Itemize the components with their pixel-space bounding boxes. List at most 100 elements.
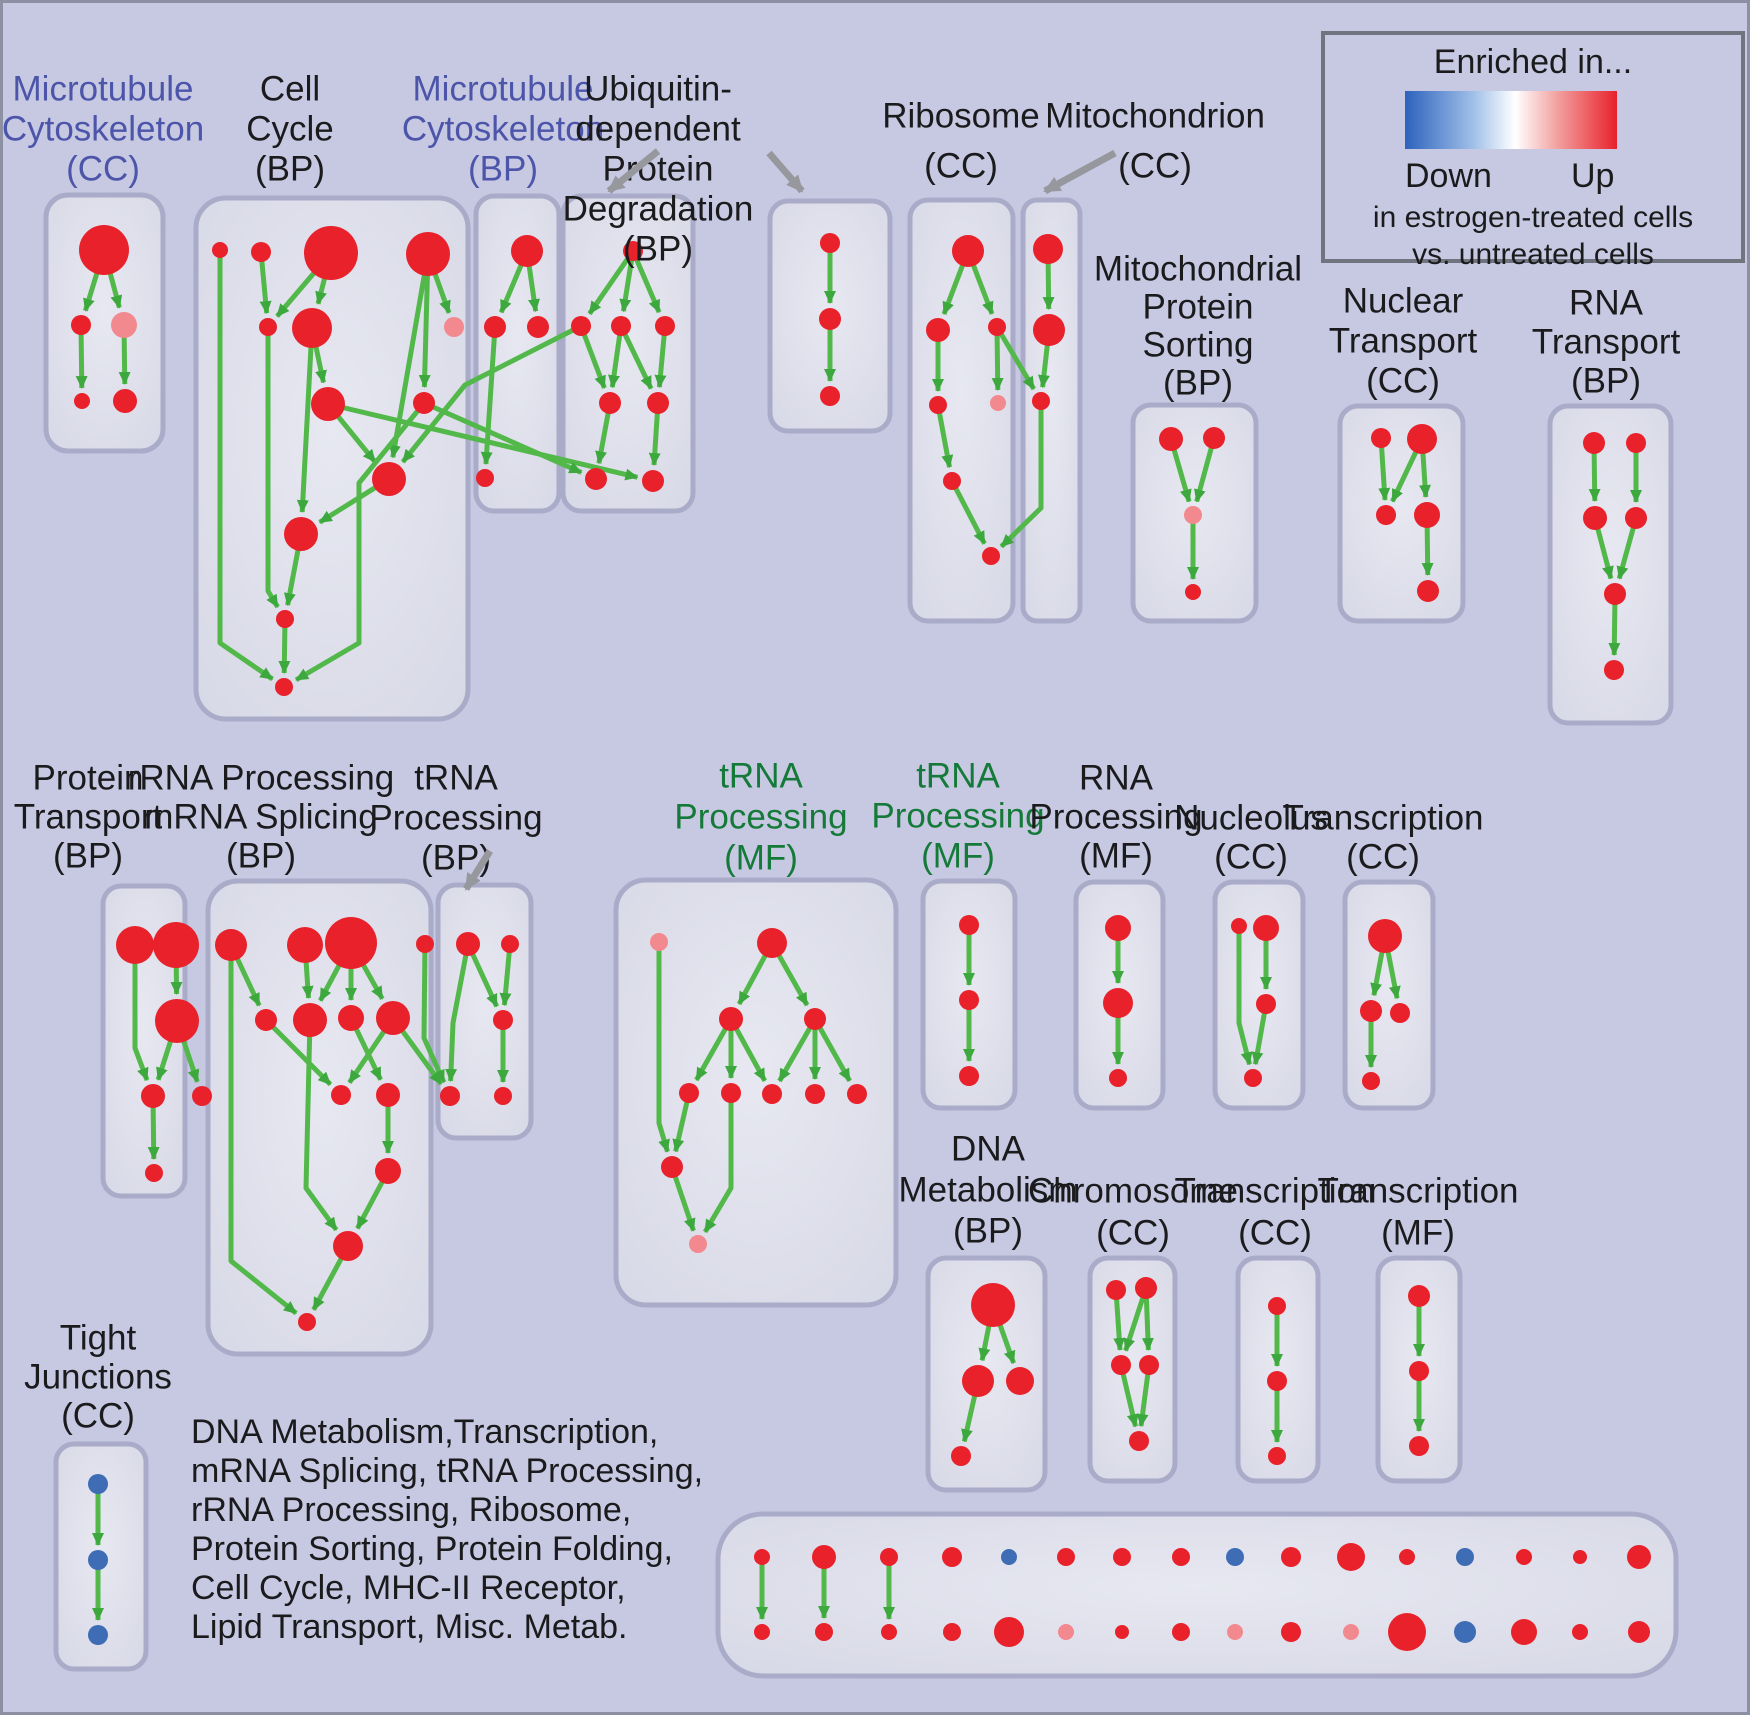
go-term-node-up bbox=[943, 1623, 961, 1641]
cluster-label-ubiquitin-1: (BP) bbox=[623, 229, 693, 268]
edge-arrow bbox=[265, 327, 280, 609]
go-term-node-up bbox=[1390, 1003, 1410, 1023]
go-term-node-up bbox=[1625, 507, 1647, 529]
cluster-label-dna-metabolism: Metabolism bbox=[899, 1170, 1078, 1209]
annotation-line: mRNA Splicing, tRNA Processing, bbox=[191, 1452, 704, 1490]
cluster-label-trna-mf-2: tRNA bbox=[916, 756, 1000, 795]
cluster-label-tight-junctions: Junctions bbox=[24, 1357, 172, 1396]
label-pointer-arrow-mitochondrion-to-box bbox=[1043, 149, 1117, 195]
go-term-node-down bbox=[88, 1474, 108, 1494]
go-term-node-up bbox=[1057, 1548, 1075, 1566]
go-term-node-up bbox=[962, 1365, 994, 1397]
go-term-node-up bbox=[276, 610, 294, 628]
edge-arrow bbox=[587, 249, 636, 316]
cluster-label-trna-mf-2: (MF) bbox=[921, 836, 995, 875]
go-term-node-up bbox=[74, 393, 90, 409]
cluster-label-ubiquitin-1: Ubiquitin- bbox=[584, 69, 732, 108]
go-term-node-up bbox=[847, 1084, 867, 1104]
go-term-node-up bbox=[511, 235, 543, 267]
go-term-node-up bbox=[1417, 580, 1439, 602]
go-term-node-up bbox=[820, 386, 840, 406]
go-term-node-up bbox=[192, 1086, 212, 1106]
go-term-node-up bbox=[754, 1624, 770, 1640]
go-term-node-weak-up bbox=[1184, 506, 1202, 524]
cluster-label-nucleolus: (CC) bbox=[1214, 837, 1288, 876]
go-term-node-up bbox=[284, 517, 318, 551]
edge-arrow bbox=[327, 401, 639, 481]
go-term-node-down bbox=[1454, 1621, 1476, 1643]
go-term-node-up bbox=[501, 935, 519, 953]
go-term-node-up bbox=[325, 917, 377, 969]
cluster-label-trna-mf: tRNA bbox=[719, 756, 803, 795]
edge-arrow bbox=[132, 945, 150, 1082]
go-term-node-up bbox=[113, 389, 137, 413]
cluster-label-rrna: rRNA Processing bbox=[128, 758, 394, 797]
go-term-node-up bbox=[1388, 1613, 1426, 1651]
edge-arrow bbox=[388, 253, 431, 459]
go-term-node-up bbox=[1573, 1550, 1587, 1564]
edge-arrow bbox=[296, 327, 315, 513]
go-term-node-up bbox=[116, 926, 154, 964]
cluster-box-trna-mf bbox=[613, 877, 899, 1308]
cluster-label-rna-processing-mf: Processing bbox=[1029, 797, 1202, 836]
go-term-node-up bbox=[721, 1083, 741, 1103]
go-term-node-up bbox=[1604, 660, 1624, 680]
go-term-node-up bbox=[484, 316, 506, 338]
go-term-node-up bbox=[1006, 1367, 1034, 1395]
cluster-label-rrna: mRNA Splicing bbox=[144, 797, 377, 836]
annotation-line: rRNA Processing, Ribosome, bbox=[191, 1491, 632, 1529]
go-term-node-up bbox=[971, 1283, 1015, 1327]
cluster-label-microtubule-cc: Microtubule bbox=[13, 69, 194, 108]
go-term-node-up bbox=[1583, 432, 1605, 454]
network-diagram: MicrotubuleCytoskeleton(CC)CellCycle(BP)… bbox=[3, 69, 1681, 1679]
go-term-node-up bbox=[1106, 1280, 1126, 1300]
go-term-node-up bbox=[298, 1313, 316, 1331]
go-term-node-up bbox=[71, 315, 91, 335]
go-term-node-up bbox=[1231, 918, 1247, 934]
go-term-node-up bbox=[942, 1547, 962, 1567]
go-term-node-up bbox=[1337, 1543, 1365, 1571]
go-term-node-up bbox=[599, 392, 621, 414]
cluster-label-transcription-cc-2: (CC) bbox=[1238, 1213, 1312, 1252]
go-term-node-up bbox=[812, 1545, 836, 1569]
go-term-node-up bbox=[1203, 427, 1225, 449]
edge-arrow bbox=[702, 1093, 734, 1234]
edge-arrow bbox=[669, 1166, 696, 1232]
go-term-node-up bbox=[880, 1548, 898, 1566]
go-term-node-up bbox=[655, 316, 675, 336]
go-term-node-up bbox=[959, 990, 979, 1010]
cluster-label-rna-transport: RNA bbox=[1569, 283, 1644, 322]
edge-arrow bbox=[75, 324, 88, 389]
go-term-node-up bbox=[1516, 1549, 1532, 1565]
cluster-label-microtubule-cc: Cytoskeleton bbox=[3, 109, 204, 148]
edge-arrow bbox=[1113, 1289, 1126, 1351]
go-term-node-up bbox=[413, 392, 435, 414]
go-term-node-up bbox=[1033, 314, 1065, 346]
go-term-node-up bbox=[215, 929, 247, 961]
go-term-node-up bbox=[805, 1084, 825, 1104]
legend-title: Enriched in... bbox=[1433, 43, 1633, 81]
cluster-label-rrna: (BP) bbox=[226, 836, 296, 875]
edge-arrow bbox=[1378, 437, 1391, 501]
edge-arrow bbox=[418, 253, 431, 388]
go-term-node-up bbox=[1185, 584, 1201, 600]
edge-arrow bbox=[656, 942, 670, 1153]
cluster-label-rna-processing-mf: RNA bbox=[1079, 758, 1154, 797]
legend-up-label: Up bbox=[1571, 157, 1615, 195]
cluster-label-trna-mf: Processing bbox=[674, 797, 847, 836]
edge-arrow bbox=[303, 1019, 339, 1232]
go-term-node-up bbox=[982, 547, 1000, 565]
cluster-box-microtubule-cc bbox=[43, 192, 166, 454]
go-term-node-up bbox=[988, 318, 1006, 336]
go-term-node-up bbox=[820, 233, 840, 253]
go-term-node-up bbox=[1368, 919, 1402, 953]
go-term-node-up bbox=[331, 1085, 351, 1105]
edge-arrow bbox=[630, 250, 662, 314]
go-term-node-up bbox=[1113, 1548, 1131, 1566]
go-term-node-up bbox=[1172, 1623, 1190, 1641]
edge-arrow bbox=[217, 250, 274, 682]
go-term-node-up bbox=[79, 225, 129, 275]
go-term-node-up bbox=[1626, 433, 1646, 453]
label-pointer-arrow-trna-bp-to-box bbox=[463, 849, 493, 891]
cluster-label-transcription-mf: Transcription bbox=[1318, 1171, 1519, 1210]
